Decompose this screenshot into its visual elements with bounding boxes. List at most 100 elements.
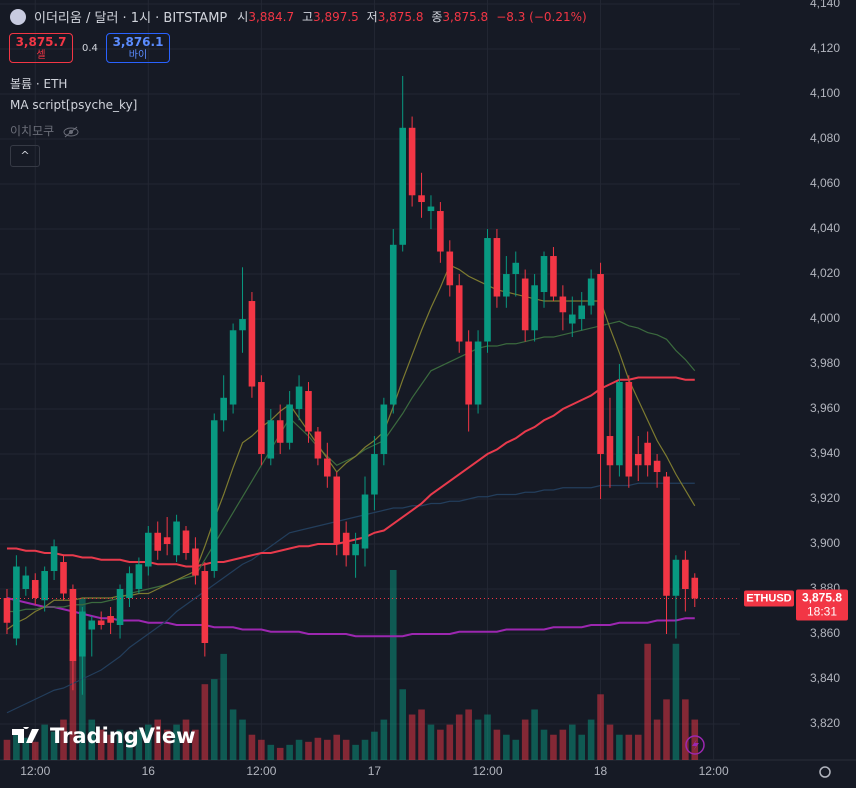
volume-bar	[578, 734, 586, 760]
volume-bar	[352, 744, 359, 760]
spread: 0.4	[82, 43, 98, 54]
watermark: TradingView	[12, 724, 195, 748]
volume-bar	[192, 729, 199, 760]
volume-bar	[597, 694, 604, 760]
candle-body	[333, 476, 341, 545]
ohlc-value: 3,897.5	[313, 10, 359, 24]
sell-button[interactable]: 3,875.7 셀	[9, 33, 73, 63]
volume-bar	[107, 734, 114, 760]
collapse-button[interactable]: ^	[10, 145, 40, 167]
volume-bar	[408, 714, 416, 760]
indicator-legend[interactable]: MA script[psyche_ky]	[10, 98, 138, 112]
candle-body	[521, 278, 529, 331]
x-tick-label: 12:00	[20, 764, 50, 778]
volume-bar	[399, 689, 406, 760]
candle-body	[455, 285, 463, 342]
candle-body	[559, 296, 567, 313]
candle-body	[229, 330, 237, 405]
x-tick-label: 16	[142, 764, 156, 778]
volume-bar	[13, 734, 20, 760]
ohlc-value: 3,875.8	[377, 10, 424, 24]
watermark-logo	[12, 727, 39, 743]
y-tick-label: 3,860	[810, 626, 840, 640]
volume-bar	[484, 714, 491, 760]
candle-body	[625, 382, 633, 477]
price-axis	[740, 0, 856, 788]
volume-bar	[163, 729, 171, 760]
candle-body	[484, 238, 491, 342]
candle-body	[182, 530, 190, 554]
volume-bar	[437, 729, 444, 760]
volume-bar	[455, 714, 463, 760]
candle-body	[201, 571, 209, 644]
buy-price: 3,876.1	[112, 35, 164, 49]
volume-bar	[182, 719, 190, 760]
volume-bar	[540, 729, 548, 760]
candle-body	[578, 305, 586, 320]
symbol-tag	[744, 590, 794, 607]
indicator-legend[interactable]: 이치모쿠	[10, 122, 80, 139]
candle-body	[305, 391, 312, 432]
volume-bar	[220, 653, 227, 760]
candle-body	[88, 620, 96, 630]
ohlc-label: 시	[237, 10, 249, 24]
candle-body	[550, 256, 557, 297]
candle-body	[239, 319, 246, 331]
y-tick-label: 4,040	[810, 221, 840, 235]
candle-body	[50, 546, 58, 572]
candle-body	[446, 251, 454, 286]
volume-bar	[60, 719, 67, 760]
indicator-legend[interactable]: 볼륨 · ETH	[10, 77, 68, 91]
hidden-icon	[63, 126, 79, 137]
candle-body	[380, 404, 388, 455]
candle-body	[361, 494, 369, 549]
candle-body	[324, 458, 331, 477]
candle-body	[437, 211, 444, 252]
symbol-title[interactable]: 이더리움 / 달러 · 1시 · BITSTAMP	[34, 11, 228, 26]
volume-bar	[682, 699, 689, 760]
x-tick-label: 18	[594, 764, 608, 778]
volume-bar	[88, 719, 96, 760]
ma-line	[6, 482, 695, 714]
volume-bar	[3, 739, 11, 760]
y-tick-label: 4,140	[810, 0, 840, 10]
volume-bar	[229, 709, 237, 760]
ohlc-value: 3,875.8	[442, 10, 489, 24]
candle-body	[60, 562, 67, 594]
candle-body	[107, 616, 114, 623]
candle-body	[154, 532, 162, 551]
candle-body	[408, 127, 416, 196]
candle-body	[465, 341, 472, 405]
candle-body	[41, 571, 48, 601]
ohlc-label: 저	[366, 10, 378, 24]
ohlc-label: 고	[301, 10, 313, 24]
plot	[3, 76, 699, 760]
candle-body	[314, 431, 322, 459]
candle-body	[663, 476, 670, 596]
volume-bar	[154, 719, 162, 760]
symbol-icon	[10, 8, 26, 25]
candle-body	[503, 274, 510, 297]
candle-body	[145, 532, 152, 567]
volume-bar	[69, 648, 77, 760]
y-tick-label: 4,020	[810, 266, 840, 280]
volume-bar	[173, 724, 180, 760]
buy-button[interactable]: 3,876.1 바이	[106, 33, 170, 63]
volume-bar	[50, 731, 58, 760]
y-tick-label: 4,120	[810, 41, 840, 55]
price-tag-value: 3,875.8	[802, 591, 842, 605]
volume-bar	[361, 739, 369, 760]
alert-icon	[685, 735, 705, 755]
volume-bar	[295, 739, 303, 760]
candle-body	[97, 620, 105, 626]
volume-bar	[239, 719, 246, 760]
volume-bar	[135, 729, 143, 760]
volume-bar	[210, 679, 218, 760]
y-tick-label: 4,000	[810, 311, 840, 325]
x-tick-label: 12:00	[699, 764, 729, 778]
volume-bar	[663, 699, 670, 760]
candle-body	[13, 566, 20, 639]
price-tag	[796, 589, 848, 621]
volume-bar	[644, 643, 651, 760]
